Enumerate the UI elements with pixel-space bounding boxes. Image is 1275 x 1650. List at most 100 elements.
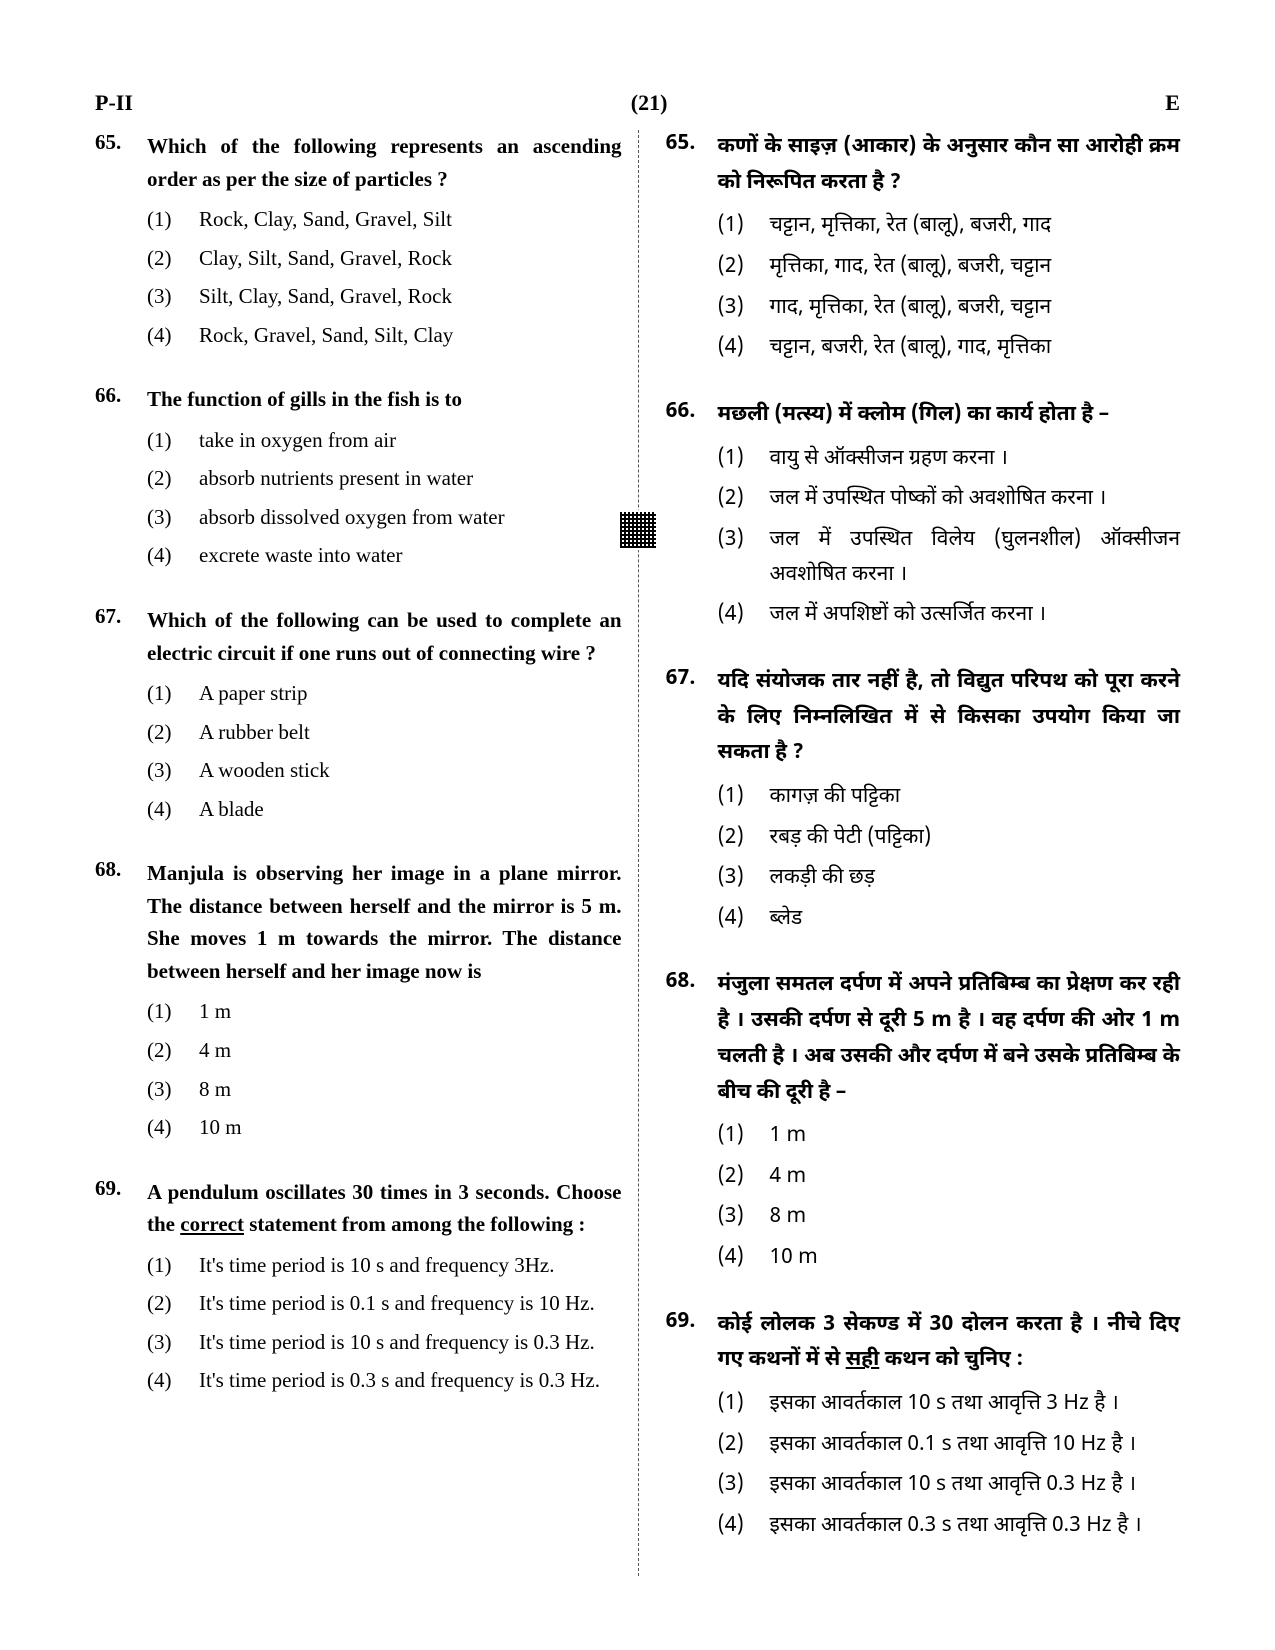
q66-hi-text: मछली (मत्स्य) में क्लोम (गिल) का कार्य ह…: [718, 398, 1181, 434]
header-right: E: [1165, 90, 1180, 116]
q67-hi-text: यदि संयोजक तार नहीं है, तो विद्युत परिपथ…: [718, 665, 1181, 772]
q69-hi-opt4: इसका आवर्तकाल 0.3 s तथा आवृत्ति 0.3 Hz ह…: [770, 1509, 1181, 1544]
opt-label: (3): [718, 1468, 770, 1503]
q65-en-opt3: Silt, Clay, Sand, Gravel, Rock: [199, 280, 622, 313]
opt-label: (1): [718, 209, 770, 244]
opt-label: (4): [147, 539, 199, 572]
q65-hi-text: कणों के साइज़ (आकार) के अनुसार कौन सा आर…: [718, 130, 1181, 201]
q66-en-opt2: absorb nutrients present in water: [199, 462, 622, 495]
q65-en-text: Which of the following represents an asc…: [147, 130, 622, 195]
q68-hi-opt3: 8 m: [770, 1200, 1181, 1235]
q68-hi: 68. मंजुला समतल दर्पण में अपने प्रतिबिम्…: [666, 968, 1181, 1281]
q66-hi-opt2: जल में उपस्थित पोष्कों को अवशोषित करना ।: [770, 482, 1181, 517]
opt-label: (1): [718, 780, 770, 815]
q66-hi-opt3: जल में उपस्थित विलेय (घुलनशील) ऑक्सीजन अ…: [770, 523, 1181, 592]
q66-en-opt3: absorb dissolved oxygen from water: [199, 501, 622, 534]
q69-en: 69. A pendulum oscillates 30 times in 3 …: [95, 1176, 622, 1403]
q69-en-opt3: It's time period is 10 s and frequency i…: [199, 1326, 622, 1359]
opt-label: (4): [147, 319, 199, 352]
q65-hi-opt3: गाद, मृत्तिका, रेत (बालू), बजरी, चट्टान: [770, 291, 1181, 326]
opt-label: (2): [718, 250, 770, 285]
opt-label: (4): [147, 793, 199, 826]
q69-en-opt1: It's time period is 10 s and frequency 3…: [199, 1249, 622, 1282]
q65-hi-opt2: मृत्तिका, गाद, रेत (बालू), बजरी, चट्टान: [770, 250, 1181, 285]
q65-hi-num: 65.: [666, 130, 718, 372]
q67-en-opt2: A rubber belt: [199, 716, 622, 749]
q68-en-opt4: 10 m: [199, 1111, 622, 1144]
q69-en-num: 69.: [95, 1176, 147, 1403]
q66-en-text: The function of gills in the fish is to: [147, 383, 622, 416]
q66-en-num: 66.: [95, 383, 147, 578]
opt-label: (3): [147, 280, 199, 313]
opt-label: (4): [718, 902, 770, 937]
page-header: P-II (21) E: [95, 90, 1180, 116]
qr-icon: [618, 510, 658, 550]
q66-en: 66. The function of gills in the fish is…: [95, 383, 622, 578]
opt-label: (4): [718, 1241, 770, 1276]
opt-label: (2): [147, 716, 199, 749]
q65-en-opt2: Clay, Silt, Sand, Gravel, Rock: [199, 242, 622, 275]
opt-label: (2): [718, 1160, 770, 1195]
opt-label: (2): [147, 1287, 199, 1320]
q68-hi-opt4: 10 m: [770, 1241, 1181, 1276]
header-center: (21): [631, 90, 668, 116]
column-divider: [638, 130, 639, 1576]
q65-en-opt4: Rock, Gravel, Sand, Silt, Clay: [199, 319, 622, 352]
q65-hi-opt4: चट्टान, बजरी, रेत (बालू), गाद, मृत्तिका: [770, 331, 1181, 366]
q69-hi-opt1: इसका आवर्तकाल 10 s तथा आवृत्ति 3 Hz है ।: [770, 1387, 1181, 1422]
opt-label: (3): [718, 861, 770, 896]
opt-label: (2): [718, 482, 770, 517]
opt-label: (3): [718, 1200, 770, 1235]
q65-en-opt1: Rock, Clay, Sand, Gravel, Silt: [199, 203, 622, 236]
opt-label: (2): [718, 1428, 770, 1463]
opt-label: (4): [147, 1364, 199, 1397]
q65-en: 65. Which of the following represents an…: [95, 130, 622, 357]
header-left: P-II: [95, 90, 133, 116]
q67-hi-opt1: कागज़ की पट्टिका: [770, 780, 1181, 815]
opt-label: (3): [718, 291, 770, 326]
q69-hi-text: कोई लोलक 3 सेकण्ड में 30 दोलन करता है । …: [718, 1308, 1181, 1379]
q67-en-text: Which of the following can be used to co…: [147, 604, 622, 669]
opt-label: (2): [147, 1034, 199, 1067]
q65-en-num: 65.: [95, 130, 147, 357]
q68-en-opt1: 1 m: [199, 995, 622, 1028]
q67-en-opt3: A wooden stick: [199, 754, 622, 787]
opt-label: (2): [718, 821, 770, 856]
opt-label: (4): [718, 331, 770, 366]
q66-hi-opt1: वायु से ऑक्सीजन ग्रहण करना ।: [770, 442, 1181, 477]
q68-en: 68. Manjula is observing her image in a …: [95, 857, 622, 1149]
q67-en: 67. Which of the following can be used t…: [95, 604, 622, 831]
opt-label: (3): [147, 1326, 199, 1359]
opt-label: (3): [147, 1073, 199, 1106]
q68-en-num: 68.: [95, 857, 147, 1149]
q67-hi-opt2: रबड़ की पेटी (पट्टिका): [770, 821, 1181, 856]
hindi-column: 65. कणों के साइज़ (आकार) के अनुसार कौन स…: [638, 130, 1181, 1576]
q67-en-opt1: A paper strip: [199, 677, 622, 710]
opt-label: (4): [718, 598, 770, 633]
opt-label: (1): [147, 677, 199, 710]
q65-hi-opt1: चट्टान, मृत्तिका, रेत (बालू), बजरी, गाद: [770, 209, 1181, 244]
q69-en-opt4: It's time period is 0.3 s and frequency …: [199, 1364, 622, 1397]
q67-hi-opt4: ब्लेड: [770, 902, 1181, 937]
opt-label: (4): [718, 1509, 770, 1544]
q66-hi: 66. मछली (मत्स्य) में क्लोम (गिल) का कार…: [666, 398, 1181, 639]
q68-en-opt3: 8 m: [199, 1073, 622, 1106]
q68-en-opt2: 4 m: [199, 1034, 622, 1067]
q68-en-text: Manjula is observing her image in a plan…: [147, 857, 622, 987]
opt-label: (1): [147, 1249, 199, 1282]
q69-hi: 69. कोई लोलक 3 सेकण्ड में 30 दोलन करता ह…: [666, 1308, 1181, 1550]
q68-hi-num: 68.: [666, 968, 718, 1281]
q66-hi-num: 66.: [666, 398, 718, 639]
q69-hi-opt3: इसका आवर्तकाल 10 s तथा आवृत्ति 0.3 Hz है…: [770, 1468, 1181, 1503]
q69-en-text: A pendulum oscillates 30 times in 3 seco…: [147, 1176, 622, 1241]
opt-label: (4): [147, 1111, 199, 1144]
q67-en-num: 67.: [95, 604, 147, 831]
q67-en-opt4: A blade: [199, 793, 622, 826]
q67-hi: 67. यदि संयोजक तार नहीं है, तो विद्युत प…: [666, 665, 1181, 943]
content-columns: 65. Which of the following represents an…: [95, 130, 1180, 1576]
opt-label: (3): [718, 523, 770, 592]
q69-hi-opt2: इसका आवर्तकाल 0.1 s तथा आवृत्ति 10 Hz है…: [770, 1428, 1181, 1463]
opt-label: (2): [147, 462, 199, 495]
opt-label: (1): [147, 995, 199, 1028]
opt-label: (1): [147, 424, 199, 457]
